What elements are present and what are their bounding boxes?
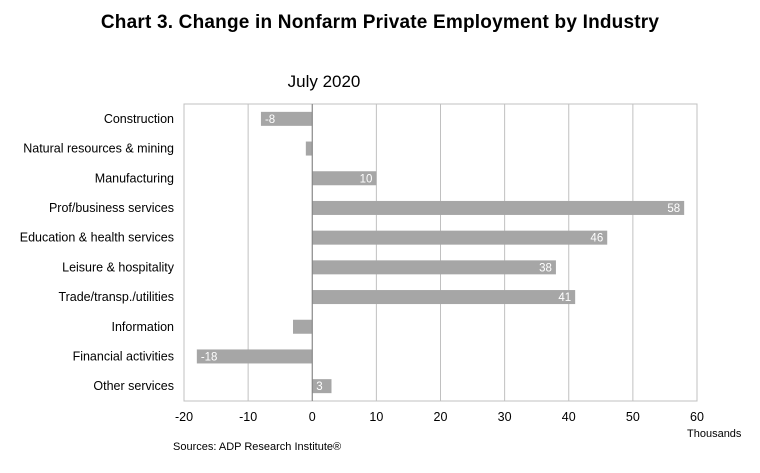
bar <box>196 349 313 364</box>
data-label: -8 <box>265 114 275 126</box>
bar <box>312 260 556 275</box>
data-label: 3 <box>286 322 292 334</box>
chart-subtitle: July 2020 <box>287 72 361 91</box>
x-tick-label: 40 <box>562 410 576 424</box>
data-label: 46 <box>590 233 603 245</box>
bar <box>312 171 377 186</box>
x-axis-unit-label: Thousands <box>687 428 742 440</box>
data-label: -1 <box>295 144 305 156</box>
chart-title: Chart 3. Change in Nonfarm Private Emplo… <box>100 12 660 33</box>
category-label: Prof/business services <box>49 201 174 215</box>
bar <box>312 200 685 215</box>
category-label: Other services <box>93 379 174 393</box>
x-tick-label: -20 <box>175 410 193 424</box>
data-label: 38 <box>539 262 552 274</box>
category-label: Financial activities <box>73 349 174 363</box>
x-tick-label: 60 <box>690 410 704 424</box>
category-label: Manufacturing <box>95 171 174 185</box>
bar <box>312 379 332 394</box>
bar <box>312 290 576 305</box>
bar <box>260 111 313 126</box>
category-label: Information <box>111 320 174 334</box>
x-tick-label: 0 <box>309 410 316 424</box>
data-label: 10 <box>360 173 373 185</box>
x-tick-label: 20 <box>434 410 448 424</box>
bar <box>312 230 608 245</box>
x-tick-label: 10 <box>369 410 383 424</box>
x-tick-label: 30 <box>498 410 512 424</box>
data-label: -18 <box>201 351 218 363</box>
bar <box>305 141 313 156</box>
category-label: Education & health services <box>20 231 174 245</box>
category-label: Leisure & hospitality <box>62 260 175 274</box>
x-tick-label: 50 <box>626 410 640 424</box>
data-label: 3 <box>316 381 322 393</box>
bar <box>293 319 313 334</box>
data-label: 41 <box>558 292 571 304</box>
data-label: 58 <box>667 203 680 215</box>
x-tick-label: -10 <box>239 410 257 424</box>
category-label: Construction <box>104 112 174 126</box>
category-label: Trade/transp./utilities <box>58 290 174 304</box>
category-label: Natural resources & mining <box>23 142 174 156</box>
source-note: Sources: ADP Research Institute® <box>173 441 342 453</box>
